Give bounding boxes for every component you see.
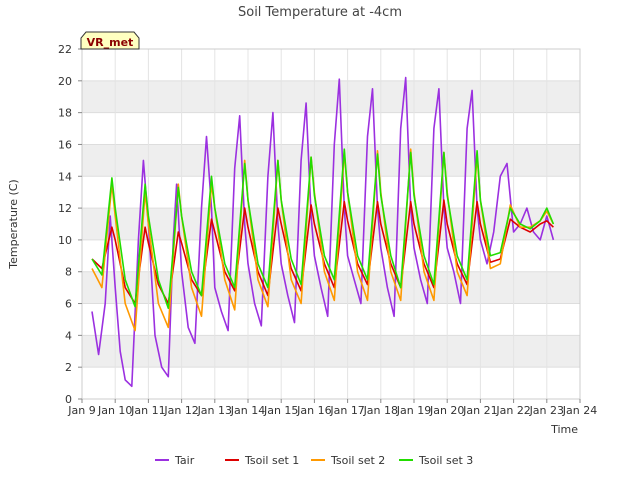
x-tick-label: Jan 17 [329, 404, 364, 417]
x-tick-label: Jan 14 [230, 404, 265, 417]
legend-label-0: Tair [174, 454, 195, 467]
x-tick-label: Jan 16 [296, 404, 331, 417]
x-axis-label: Time [550, 423, 578, 436]
x-tick-label: Jan 15 [263, 404, 298, 417]
x-tick-label: Jan 19 [396, 404, 431, 417]
x-tick-label: Jan 13 [197, 404, 232, 417]
plot-band [82, 335, 580, 368]
legend: Tair Tsoil set 1 Tsoil set 2 Tsoil set 3 [155, 454, 473, 467]
y-tick-label: 20 [58, 75, 72, 88]
y-tick-label: 16 [58, 138, 72, 151]
y-tick-label: 22 [58, 43, 72, 56]
plot-band [82, 144, 580, 177]
plot-border [81, 48, 581, 400]
chart-title: Soil Temperature at -4cm [238, 5, 402, 20]
y-tick-label: 0 [65, 393, 72, 406]
x-tick-label: Jan 9 [67, 404, 95, 417]
plot-background [82, 49, 580, 399]
axes [81, 48, 581, 400]
y-tick-label: 4 [65, 329, 72, 342]
series-lines [91, 76, 555, 388]
x-tick-label: Jan 21 [462, 404, 497, 417]
y-tick-labels: 0 2 4 6 8 10 12 14 16 18 20 22 [58, 43, 82, 406]
y-tick-label: 12 [58, 202, 72, 215]
x-tick-label: Jan 24 [562, 404, 597, 417]
legend-label-3: Tsoil set 3 [418, 454, 473, 467]
station-badge-label: VR_met [87, 36, 134, 49]
y-tick-label: 8 [65, 266, 72, 279]
legend-label-2: Tsoil set 2 [330, 454, 385, 467]
y-tick-label: 2 [65, 361, 72, 374]
y-tick-label: 14 [58, 170, 72, 183]
x-tick-label: Jan 12 [163, 404, 198, 417]
x-tick-label: Jan 18 [363, 404, 398, 417]
legend-label-1: Tsoil set 1 [244, 454, 299, 467]
x-tick-label: Jan 23 [529, 404, 564, 417]
y-tick-label: 6 [65, 298, 72, 311]
x-tick-label: Jan 20 [429, 404, 464, 417]
plot-band [82, 80, 580, 113]
y-axis-label: Temperature (C) [7, 179, 20, 269]
x-tick-label: Jan 22 [495, 404, 530, 417]
y-tick-label: 10 [58, 234, 72, 247]
series-line-0 [91, 76, 555, 388]
station-badge: VR_met [80, 31, 140, 50]
x-tick-label: Jan 11 [130, 404, 165, 417]
y-tick-label: 18 [58, 107, 72, 120]
series-line-3 [91, 148, 555, 310]
x-tick-label: Jan 10 [97, 404, 132, 417]
